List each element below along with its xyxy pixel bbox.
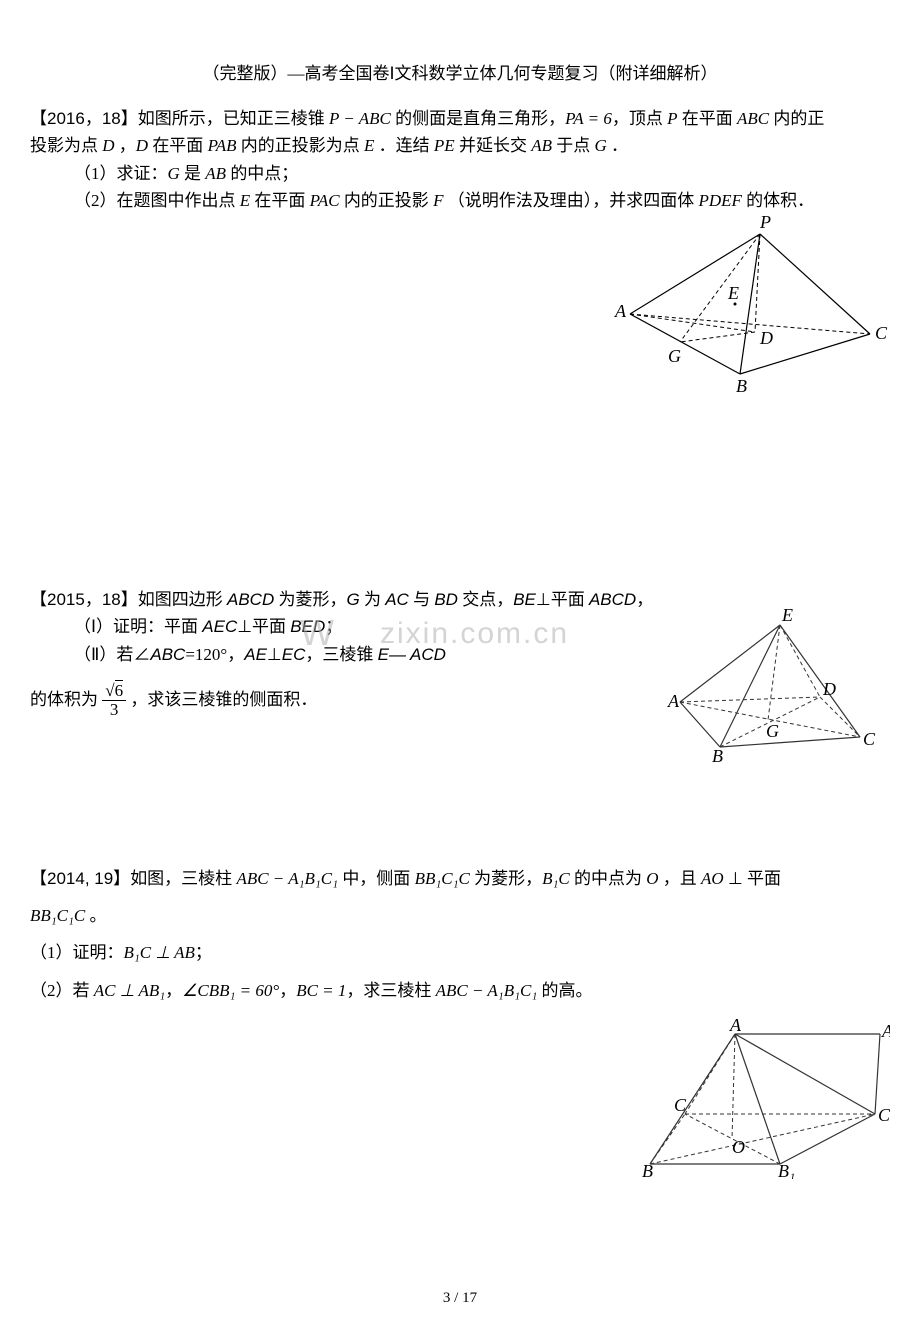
- fraction-sqrt6-3: √66 3: [102, 682, 126, 720]
- svg-text:E: E: [727, 283, 739, 303]
- q1-part2: （2）在题图中作出点 E 在平面 PAC 内的正投影 F （说明作法及理由），并…: [30, 187, 890, 214]
- svg-text:P: P: [759, 214, 771, 232]
- q2-figure: E A B C D G: [660, 607, 890, 785]
- page-header: （完整版）—高考全国卷Ⅰ文科数学立体几何专题复习（附详细解析）: [30, 60, 890, 87]
- q3-figure: A A₁ B B₁ C C₁ O: [630, 1019, 890, 1187]
- q2-year: 【2015，18】: [30, 590, 138, 609]
- svg-text:C: C: [674, 1095, 687, 1115]
- svg-text:B: B: [642, 1161, 653, 1179]
- svg-text:O: O: [732, 1137, 745, 1157]
- svg-text:A₁: A₁: [881, 1021, 890, 1041]
- q1-year: 【2016，18】: [30, 109, 138, 128]
- svg-text:D: D: [759, 328, 773, 348]
- q1-line1: 【2016，18】如图所示，已知正三棱锥 P − ABC 的侧面是直角三角形，P…: [30, 105, 890, 132]
- page-footer: 3 / 17: [0, 1286, 920, 1310]
- svg-text:G: G: [668, 346, 681, 366]
- svg-text:E: E: [781, 607, 793, 625]
- svg-text:C: C: [875, 323, 888, 343]
- problem-2016-18: 【2016，18】如图所示，已知正三棱锥 P − ABC 的侧面是直角三角形，P…: [30, 105, 890, 402]
- svg-text:C: C: [863, 729, 876, 749]
- q1-line2: 投影为点 D ，D 在平面 PAB 内的正投影为点 E ．连结 PE 并延长交 …: [30, 132, 890, 159]
- svg-text:B₁: B₁: [778, 1161, 795, 1179]
- q3-year: 【2014, 19】: [30, 869, 130, 888]
- q1-part1: （1）求证：G 是 AB 的中点；: [30, 160, 890, 187]
- page: （完整版）—高考全国卷Ⅰ文科数学立体几何专题复习（附详细解析） 【2016，18…: [0, 0, 920, 1340]
- q3-part1: （1）证明：B₁C ⊥ AB；: [30, 934, 890, 971]
- q3-line1: 【2014, 19】如图，三棱柱 ABC − A₁B₁C₁ 中，侧面 BB₁C₁…: [30, 860, 890, 897]
- svg-text:G: G: [766, 721, 779, 741]
- svg-text:C₁: C₁: [878, 1105, 890, 1125]
- svg-text:B: B: [712, 746, 723, 766]
- q3-line2: BB₁C₁C 。: [30, 897, 890, 934]
- svg-text:A: A: [614, 301, 627, 321]
- q1-figure: P A B C D E G: [610, 214, 890, 402]
- problem-2015-18: W zixin.com.cn 【2015，18】如图四边形 ABCD 为菱形，G…: [30, 586, 890, 785]
- svg-text:D: D: [822, 679, 836, 699]
- svg-text:A: A: [667, 691, 680, 711]
- problem-2014-19: 【2014, 19】如图，三棱柱 ABC − A₁B₁C₁ 中，侧面 BB₁C₁…: [30, 860, 890, 1188]
- svg-text:B: B: [736, 376, 747, 394]
- q3-part2: （2）若 AC ⊥ AB₁，∠CBB₁ = 60°，BC = 1，求三棱柱 AB…: [30, 972, 890, 1009]
- svg-text:A: A: [729, 1019, 742, 1035]
